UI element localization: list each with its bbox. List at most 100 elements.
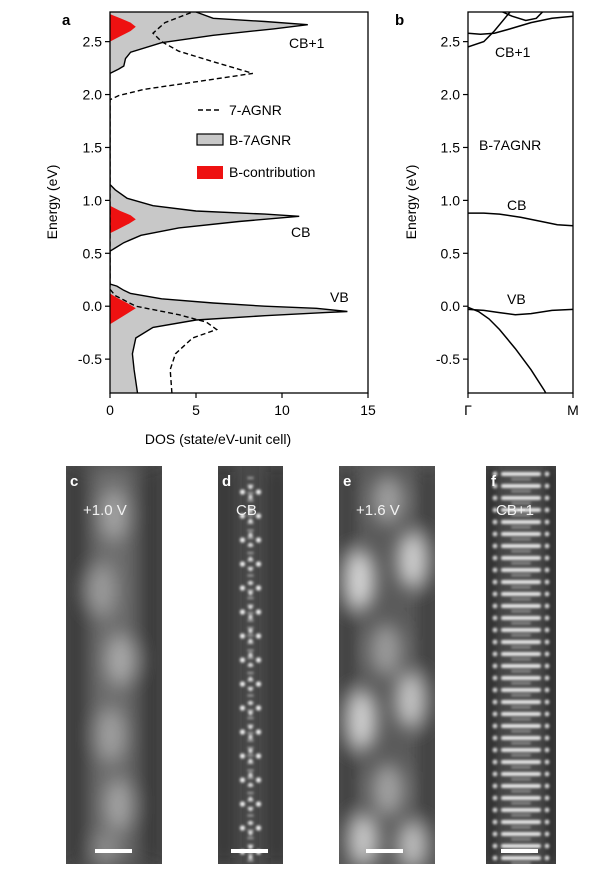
sim-dot — [492, 687, 498, 693]
sim-dot — [255, 825, 262, 831]
panel-letter-c: c — [70, 473, 78, 490]
sim-bar — [511, 694, 531, 697]
sim-dot — [239, 777, 246, 783]
sim-dot — [544, 507, 550, 513]
sim-dot — [492, 603, 498, 609]
dos-annotation-vb: VB — [330, 289, 349, 305]
sim-dot — [492, 819, 498, 825]
sim-dot — [255, 729, 262, 735]
sim-dot — [248, 508, 253, 514]
sim-dot — [248, 518, 253, 524]
sim-bar — [511, 514, 531, 517]
sim-dot — [544, 483, 550, 489]
sim-dot — [247, 536, 254, 540]
dos-plot-area — [110, 12, 348, 393]
sim-dot — [544, 603, 550, 609]
sim-dot — [239, 585, 246, 591]
y-tick-label: -0.5 — [436, 351, 460, 367]
y-tick-label: 2.5 — [83, 34, 103, 50]
dos-annotation-cb-plus-1: CB+1 — [289, 35, 325, 51]
sim-dot — [248, 820, 253, 826]
sim-dot — [247, 596, 254, 600]
sim-bar — [501, 640, 541, 644]
sim-bar — [511, 838, 531, 841]
sim-bar — [501, 592, 541, 596]
sim-dot — [492, 615, 498, 621]
band-plot-area — [468, 12, 573, 393]
sim-dot — [248, 700, 253, 706]
sim-dot — [239, 681, 246, 687]
sim-dot — [248, 628, 253, 634]
sim-dot — [248, 580, 253, 586]
sim-dot — [247, 656, 254, 660]
sim-bar — [511, 586, 531, 589]
sim-dot — [247, 529, 254, 532]
sim-dot — [492, 591, 498, 597]
sim-dot — [544, 567, 550, 573]
sim-bar — [511, 802, 531, 805]
sim-bar — [501, 556, 541, 560]
sim-dot — [248, 830, 253, 836]
sim-dot — [544, 663, 550, 669]
sim-dot — [544, 531, 550, 537]
sim-dot — [247, 716, 254, 720]
scale-bar — [95, 849, 132, 853]
sim-dot — [492, 759, 498, 765]
sim-dot — [255, 801, 262, 807]
sim-bar — [501, 724, 541, 728]
sim-dot — [248, 542, 253, 548]
sim-dot — [492, 747, 498, 753]
sim-dot — [255, 681, 262, 687]
band-line-2 — [468, 308, 573, 316]
sim-dot — [492, 783, 498, 789]
series-b7agnr-fill — [110, 12, 348, 393]
sim-bar — [501, 664, 541, 668]
sim-bar — [511, 646, 531, 649]
sim-dot — [247, 649, 254, 652]
scale-bar — [501, 849, 538, 853]
y-tick-label: 1.0 — [83, 192, 103, 208]
sim-dot — [492, 771, 498, 777]
sim-bar — [511, 766, 531, 769]
sim-dot — [255, 657, 262, 663]
sim-bar — [501, 628, 541, 632]
y-tick-label: -0.5 — [78, 351, 102, 367]
sim-bar — [501, 688, 541, 692]
dos-x-ticks: 0 5 10 15 — [106, 393, 376, 418]
sim-bar — [501, 808, 541, 812]
sim-dot — [492, 807, 498, 813]
sim-dot — [248, 662, 253, 668]
sim-dot — [544, 843, 550, 849]
sim-dot — [247, 551, 254, 555]
y-tick-label: 1.5 — [441, 139, 461, 155]
sim-bar — [501, 496, 541, 500]
sim-bar — [511, 598, 531, 601]
sim-dot — [492, 711, 498, 717]
sim-dot — [492, 531, 498, 537]
sim-dot — [239, 609, 246, 615]
sim-dot — [247, 626, 254, 630]
sim-dot — [247, 491, 254, 495]
panel-letter-e: e — [343, 473, 351, 490]
sim-dot — [239, 513, 246, 519]
sim-bar — [511, 478, 531, 481]
sim-dot — [248, 652, 253, 658]
sim-dot — [544, 783, 550, 789]
sim-bar — [511, 742, 531, 745]
sim-bar — [501, 712, 541, 716]
sim-dot — [247, 476, 254, 480]
sim-dot — [247, 499, 254, 502]
sim-dot — [248, 806, 253, 812]
sim-dot — [492, 639, 498, 645]
sim-dot — [255, 753, 262, 759]
sim-dot — [248, 772, 253, 778]
legend-label-b-contribution: B-contribution — [229, 164, 315, 180]
sim-bar — [511, 682, 531, 685]
sim-dot — [247, 634, 254, 637]
sim-dot — [248, 844, 253, 850]
dos-y-axis-title: Energy (eV) — [44, 165, 60, 240]
sim-dot — [247, 776, 254, 780]
sim-dot — [247, 836, 254, 840]
